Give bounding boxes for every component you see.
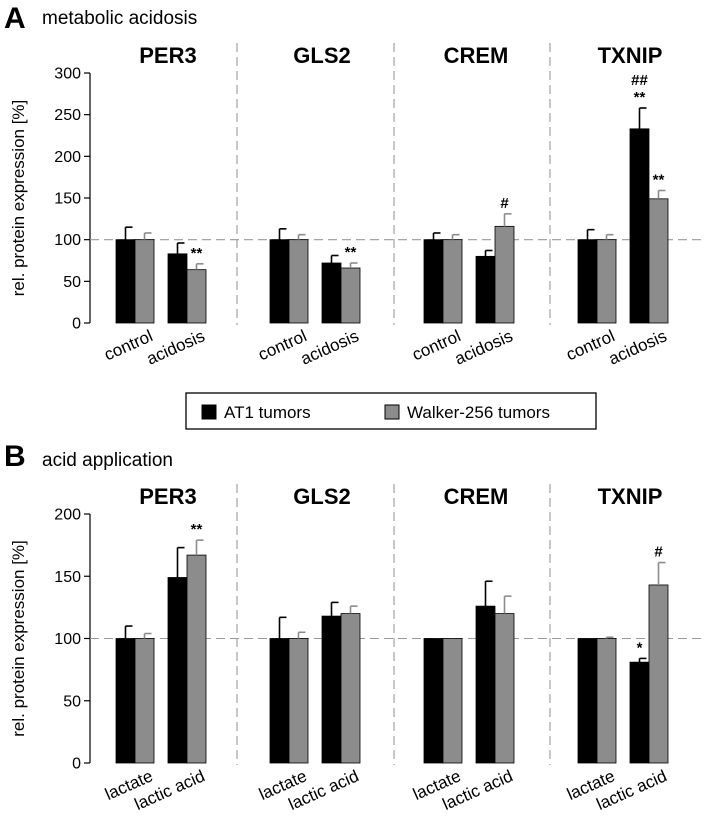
panel-b-txnip-bar xyxy=(648,584,669,764)
panel-a-per3-category-label: acidosis xyxy=(144,326,208,368)
panel-b-txnip-bar xyxy=(629,661,650,764)
panel-a-txnip-bar xyxy=(577,239,598,324)
panel-b-per3-title: PER3 xyxy=(139,484,196,509)
panel-a-gls2-bar xyxy=(340,267,361,324)
legend-label-at1: AT1 tumors xyxy=(224,403,311,422)
panel-b-chart: rel. protein expression [%] 0 50 100 150 200 P… xyxy=(9,484,706,814)
panel-b-y-tick-label: 200 xyxy=(54,507,81,524)
panel-a-txnip-significance-mark: ** xyxy=(634,89,646,106)
panel-a-crem-bar xyxy=(423,239,444,324)
panel-a-gls2-bar xyxy=(321,262,342,324)
panel-a-crem-significance-mark: # xyxy=(500,195,509,212)
panel-a-y-tick-label: 250 xyxy=(54,107,81,124)
panel-b-y-axis-label: rel. protein expression [%] xyxy=(9,540,28,737)
panel-b-y-tick-label: 150 xyxy=(54,569,81,586)
panel-b-crem-title: CREM xyxy=(444,484,509,509)
panel-b-per3-bar xyxy=(167,577,188,764)
panel-a-y-tick-label: 0 xyxy=(72,316,81,333)
panel-a-gls2-significance-mark: ** xyxy=(345,244,357,261)
legend-label-walker: Walker-256 tumors xyxy=(407,403,550,422)
panel-a-txnip-bar xyxy=(648,198,669,324)
panel-a-crem-bar xyxy=(494,225,515,324)
panel-a-title: metabolic acidosis xyxy=(42,8,197,29)
panel-a-txnip-category-label: acidosis xyxy=(606,326,670,368)
panel-a-gls2-bar xyxy=(288,239,309,324)
panel-a-crem-bar xyxy=(442,239,463,324)
panel-b-per3-significance-mark: ** xyxy=(191,521,203,538)
panel-a-y-tick-label: 150 xyxy=(54,191,81,208)
panel-b-gls2-bar xyxy=(288,638,309,764)
panel-a-chart: rel. protein expression [%] 0 50 100 150 200 2… xyxy=(9,43,706,369)
panel-a-txnip-title: TXNIP xyxy=(598,43,663,68)
panel-a-crem-bar xyxy=(475,255,496,324)
panel-a-gls2-bar xyxy=(269,239,290,324)
panel-a-letter: A xyxy=(4,2,26,35)
panel-b-title: acid application xyxy=(42,450,173,471)
legend-swatch-walker xyxy=(384,404,400,420)
panel-a-per3-bar xyxy=(115,239,136,324)
panel-b-gls2-bar xyxy=(321,615,342,764)
panel-b-txnip-bar xyxy=(577,638,598,764)
panel-a-per3-bar xyxy=(186,269,207,324)
panel-b-gls2-bar xyxy=(269,638,290,764)
panel-b-per3-bar xyxy=(186,554,207,764)
panel-a-gls2-category-label: acidosis xyxy=(298,326,362,368)
panel-a-txnip-bar xyxy=(596,239,617,324)
panel-a-per3-bar xyxy=(167,253,188,324)
panel-a-y-tick-label: 300 xyxy=(54,66,81,83)
panel-a-y-tick-label: 50 xyxy=(63,274,81,291)
panel-a-txnip-significance-mark: ** xyxy=(653,172,665,189)
panel-b-per3-bar xyxy=(115,638,136,764)
panel-b-txnip-title: TXNIP xyxy=(598,484,663,509)
panel-a-txnip-bar xyxy=(629,128,650,324)
legend-swatch-at1 xyxy=(201,404,217,420)
panel-a-y-tick-label: 100 xyxy=(54,232,81,249)
panel-a-per3-significance-mark: ** xyxy=(191,245,203,262)
panel-a-txnip-significance-mark: ## xyxy=(631,72,648,89)
panel-a-per3-title: PER3 xyxy=(139,43,196,68)
panel-b-txnip-significance-mark: # xyxy=(654,544,663,561)
panel-b-crem-bar xyxy=(494,613,515,764)
panel-b-gls2-bar xyxy=(340,613,361,764)
panel-b-crem-bar xyxy=(423,638,444,764)
panel-a-crem-category-label: acidosis xyxy=(452,326,516,368)
panel-b-y-tick-label: 0 xyxy=(72,756,81,773)
panel-a-crem-title: CREM xyxy=(444,43,509,68)
panel-b-crem-bar xyxy=(475,605,496,764)
panel-b-gls2-title: GLS2 xyxy=(293,484,350,509)
panel-b-y-tick-label: 100 xyxy=(54,631,81,648)
panel-a-gls2-title: GLS2 xyxy=(293,43,350,68)
panel-b-per3-bar xyxy=(134,638,155,764)
panel-a-y-tick-label: 200 xyxy=(54,149,81,166)
panel-a-per3-bar xyxy=(134,239,155,324)
panel-b-crem-bar xyxy=(442,638,463,764)
panel-b-letter: B xyxy=(4,440,26,473)
panel-b-txnip-bar xyxy=(596,638,617,764)
panel-a-y-axis-label: rel. protein expression [%] xyxy=(9,100,28,297)
legend: AT1 tumors Walker-256 tumors xyxy=(185,392,597,430)
panel-b-y-tick-label: 50 xyxy=(63,693,81,710)
panel-b-txnip-significance-mark: * xyxy=(637,639,643,656)
